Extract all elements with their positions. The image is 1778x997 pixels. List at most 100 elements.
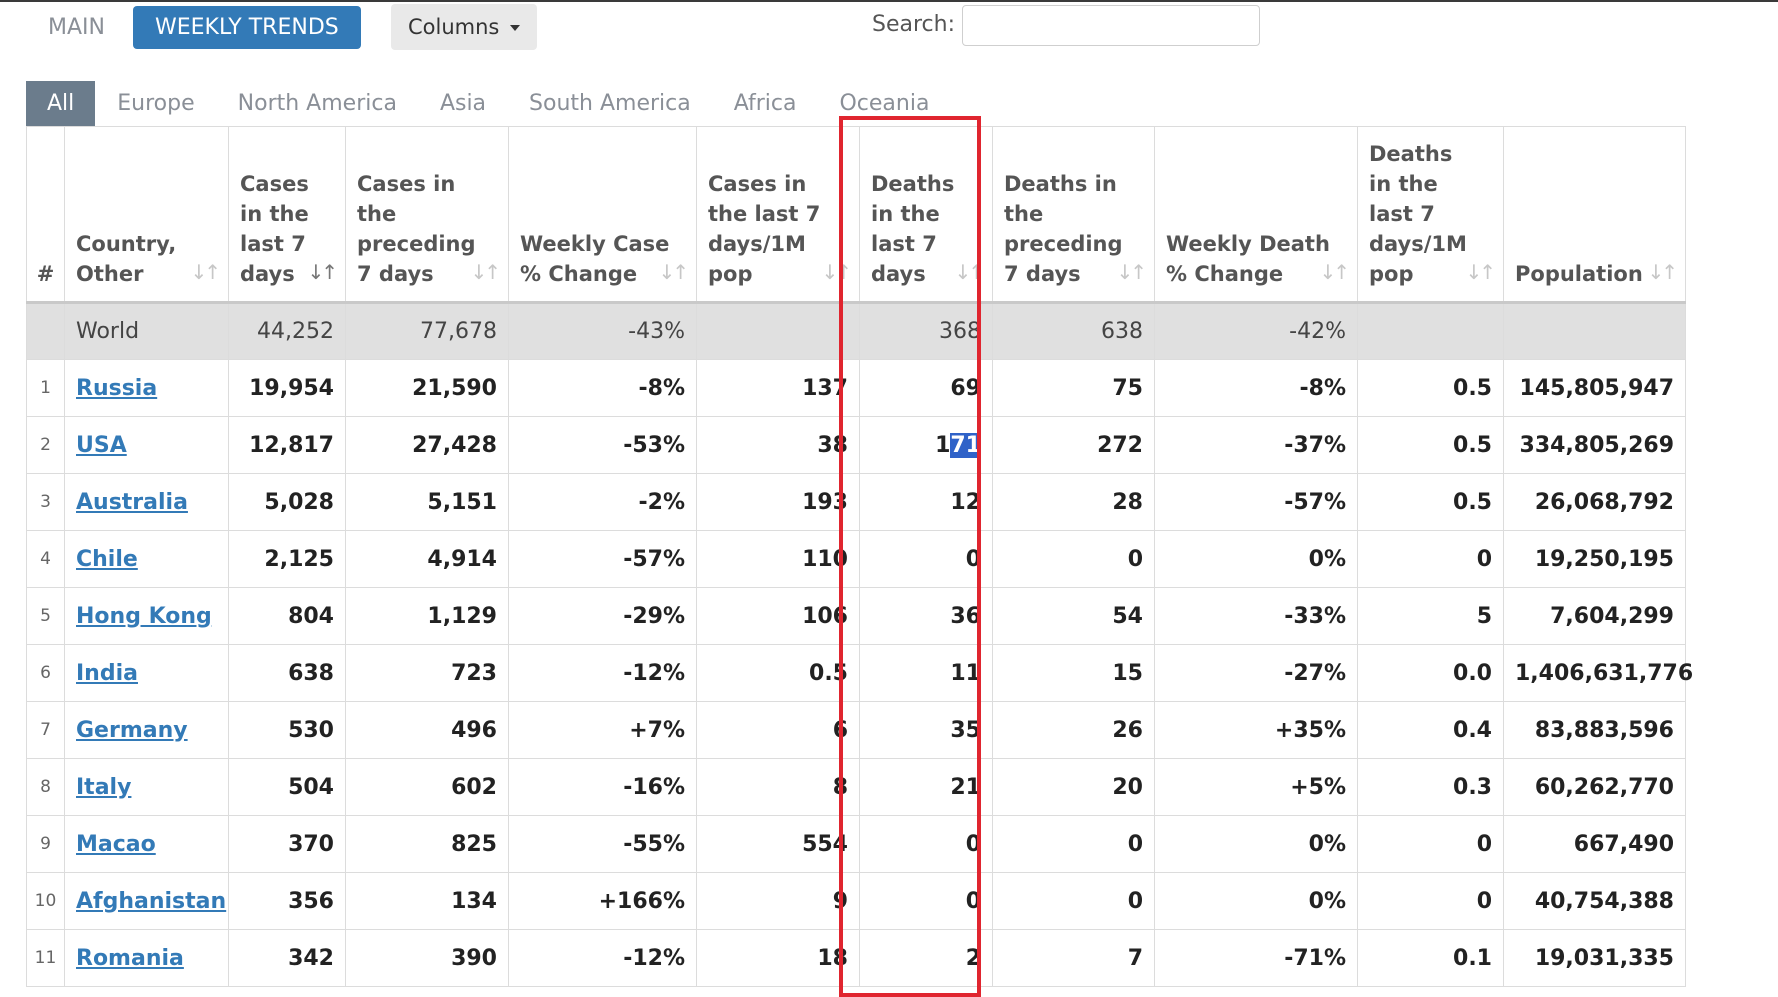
- region-tab-asia[interactable]: Asia: [439, 91, 487, 116]
- region-tabs: All Europe North America Asia South Amer…: [26, 81, 950, 126]
- header-cases-prev[interactable]: Cases in the preceding 7 days ↓↑: [345, 126, 509, 304]
- deaths-7d-cell: 2: [859, 929, 993, 987]
- header-deaths-prev[interactable]: Deaths in the preceding 7 days ↓↑: [992, 126, 1155, 304]
- region-tab-north-america[interactable]: North America: [237, 91, 397, 116]
- sort-arrows-icon: ↓↑: [190, 260, 220, 284]
- country-link-australia[interactable]: Australia: [76, 489, 188, 515]
- population-cell: 83,883,596: [1503, 701, 1686, 759]
- search-input[interactable]: [962, 5, 1260, 46]
- search-label: Search:: [872, 12, 955, 37]
- table-row: 5 Hong Kong 804 1,129 -29% 106 36 54 -33…: [26, 587, 1686, 645]
- world-population: [1503, 302, 1686, 360]
- country-link-russia[interactable]: Russia: [76, 375, 158, 401]
- header-label: Deaths in the last 7 days: [871, 172, 955, 286]
- population-cell: 667,490: [1503, 815, 1686, 873]
- deaths-prev-cell: 0: [992, 815, 1155, 873]
- cases-prev-cell: 134: [345, 872, 509, 930]
- header-cases-7d[interactable]: Cases in the last 7 days ↓↑: [228, 126, 346, 304]
- population-cell: 334,805,269: [1503, 416, 1686, 474]
- world-deaths-prev: 638: [992, 302, 1155, 360]
- table-row: 4 Chile 2,125 4,914 -57% 110 0 0 0% 0 19…: [26, 530, 1686, 588]
- country-link-germany[interactable]: Germany: [76, 717, 188, 743]
- table-row: 7 Germany 530 496 +7% 6 35 26 +35% 0.4 8…: [26, 701, 1686, 759]
- cases-prev-cell: 496: [345, 701, 509, 759]
- deaths-7d-cell: 0: [859, 815, 993, 873]
- case-change-cell: -12%: [508, 929, 697, 987]
- table-row: 6 India 638 723 -12% 0.5 11 15 -27% 0.0 …: [26, 644, 1693, 702]
- deaths-7d-cell: 0: [859, 530, 993, 588]
- header-deaths-7d[interactable]: Deaths in the last 7 days ↓↑: [859, 126, 993, 304]
- country-link-romania[interactable]: Romania: [76, 945, 184, 971]
- case-change-cell: -53%: [508, 416, 697, 474]
- tab-main[interactable]: MAIN: [48, 15, 105, 40]
- cases-7d-cell: 638: [228, 644, 346, 702]
- country-link-afghanistan[interactable]: Afghanistan: [76, 888, 227, 914]
- tab-weekly-trends[interactable]: WEEKLY TRENDS: [132, 6, 361, 49]
- cases-prev-cell: 723: [345, 644, 509, 702]
- deaths-per-m-cell: 0: [1357, 530, 1504, 588]
- cases-prev-cell: 27,428: [345, 416, 509, 474]
- header-cases-per-m[interactable]: Cases in the last 7 days/1M pop ↓↑: [696, 126, 860, 304]
- header-label: Weekly Death % Change: [1166, 232, 1330, 286]
- header-death-change[interactable]: Weekly Death % Change ↓↑: [1154, 126, 1358, 304]
- view-tabs: MAIN WEEKLY TRENDS: [26, 6, 361, 49]
- sort-arrows-icon: ↓↑: [1647, 260, 1677, 284]
- cases-per-m-cell: 110: [696, 530, 860, 588]
- case-change-cell: -57%: [508, 530, 697, 588]
- header-rank[interactable]: #: [26, 126, 65, 304]
- selected-text[interactable]: 71: [950, 432, 981, 458]
- country-link-hong-kong[interactable]: Hong Kong: [76, 603, 212, 629]
- columns-button-label: Columns: [408, 15, 500, 39]
- rank-cell: 1: [26, 359, 65, 417]
- columns-button[interactable]: Columns: [391, 4, 538, 50]
- table-row: 3 Australia 5,028 5,151 -2% 193 12 28 -5…: [26, 473, 1686, 531]
- header-case-change[interactable]: Weekly Case % Change ↓↑: [508, 126, 697, 304]
- sort-arrows-icon: ↓↑: [470, 260, 500, 284]
- deaths-per-m-cell: 0.5: [1357, 359, 1504, 417]
- header-label: Deaths in the last 7 days/1M pop: [1369, 142, 1467, 286]
- deaths-prev-cell: 20: [992, 758, 1155, 816]
- deaths-per-m-cell: 0: [1357, 872, 1504, 930]
- region-tab-oceania[interactable]: Oceania: [839, 91, 930, 116]
- cases-7d-cell: 12,817: [228, 416, 346, 474]
- cases-7d-cell: 5,028: [228, 473, 346, 531]
- header-label: Weekly Case % Change: [520, 232, 670, 286]
- rank-cell: 3: [26, 473, 65, 531]
- cases-7d-cell: 342: [228, 929, 346, 987]
- country-link-chile[interactable]: Chile: [76, 546, 138, 572]
- country-link-india[interactable]: India: [76, 660, 138, 686]
- country-link-italy[interactable]: Italy: [76, 774, 132, 800]
- cases-prev-cell: 825: [345, 815, 509, 873]
- death-change-cell: +35%: [1154, 701, 1358, 759]
- world-case-change: -43%: [508, 302, 697, 360]
- region-tab-south-america[interactable]: South America: [529, 91, 691, 116]
- header-population[interactable]: Population ↓↑: [1503, 126, 1686, 304]
- deaths-prev-cell: 28: [992, 473, 1155, 531]
- cases-per-m-cell: 38: [696, 416, 860, 474]
- cases-per-m-cell: 6: [696, 701, 860, 759]
- header-label: Deaths in the preceding 7 days: [1004, 172, 1123, 286]
- cases-prev-cell: 1,129: [345, 587, 509, 645]
- header-label: Population: [1515, 262, 1643, 286]
- world-death-change: -42%: [1154, 302, 1358, 360]
- world-country-cell: World: [64, 302, 229, 360]
- deaths-7d-cell: 21: [859, 758, 993, 816]
- death-change-cell: -57%: [1154, 473, 1358, 531]
- country-cell: Russia: [64, 359, 229, 417]
- region-tab-all[interactable]: All: [26, 81, 96, 126]
- sort-arrows-icon: ↓↑: [1465, 260, 1495, 284]
- cases-per-m-cell: 8: [696, 758, 860, 816]
- region-tab-africa[interactable]: Africa: [733, 91, 797, 116]
- deaths-prev-cell: 26: [992, 701, 1155, 759]
- region-tab-europe[interactable]: Europe: [117, 91, 195, 116]
- country-link-usa[interactable]: USA: [76, 432, 127, 458]
- cases-7d-cell: 370: [228, 815, 346, 873]
- death-change-cell: 0%: [1154, 872, 1358, 930]
- header-deaths-per-m[interactable]: Deaths in the last 7 days/1M pop ↓↑: [1357, 126, 1504, 304]
- header-country[interactable]: Country, Other ↓↑: [64, 126, 229, 304]
- country-link-macao[interactable]: Macao: [76, 831, 156, 857]
- cases-7d-cell: 356: [228, 872, 346, 930]
- cases-7d-cell: 2,125: [228, 530, 346, 588]
- header-label: Cases in the preceding 7 days: [357, 172, 476, 286]
- deaths-per-m-cell: 0.1: [1357, 929, 1504, 987]
